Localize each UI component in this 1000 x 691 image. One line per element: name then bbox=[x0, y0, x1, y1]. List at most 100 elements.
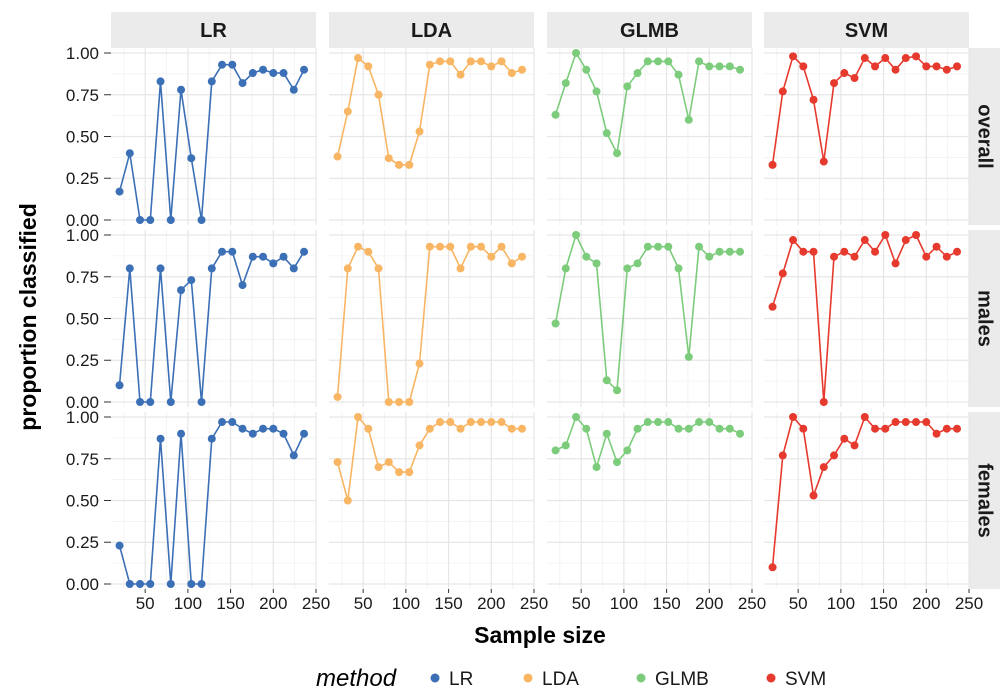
data-point-lr-males bbox=[125, 264, 134, 273]
data-point-lr-females bbox=[279, 429, 288, 438]
data-point-glmb-overall bbox=[684, 115, 693, 124]
data-point-lda-overall bbox=[425, 60, 434, 69]
data-point-lr-overall bbox=[146, 215, 155, 224]
data-point-lda-males bbox=[364, 247, 373, 256]
data-point-glmb-overall bbox=[715, 62, 724, 71]
data-point-lda-males bbox=[497, 242, 506, 251]
data-point-lr-females bbox=[187, 579, 196, 588]
data-point-lr-males bbox=[238, 281, 247, 290]
data-point-lr-males bbox=[115, 381, 124, 390]
data-point-lr-females bbox=[115, 541, 124, 550]
y-tick-label: 0.75 bbox=[66, 268, 99, 287]
data-point-lr-females bbox=[228, 418, 237, 427]
data-point-glmb-overall bbox=[572, 49, 581, 58]
data-point-glmb-females bbox=[602, 429, 611, 438]
legend-label-svm: SVM bbox=[785, 669, 826, 690]
data-point-glmb-females bbox=[715, 424, 724, 433]
data-point-lr-overall bbox=[136, 215, 145, 224]
strip-overall bbox=[969, 48, 1000, 225]
data-point-glmb-males bbox=[654, 242, 663, 251]
data-point-lr-overall bbox=[166, 215, 175, 224]
data-point-lr-overall bbox=[197, 215, 206, 224]
y-tick-label: 0.00 bbox=[66, 575, 99, 594]
data-point-lda-overall bbox=[518, 65, 527, 74]
data-point-glmb-females bbox=[654, 418, 663, 427]
data-point-lr-females bbox=[207, 434, 216, 443]
data-point-glmb-males bbox=[643, 242, 652, 251]
data-point-lr-overall bbox=[228, 60, 237, 69]
x-tick-label: 200 bbox=[477, 594, 505, 613]
data-point-lda-females bbox=[333, 458, 342, 467]
legend-label-glmb: GLMB bbox=[655, 669, 709, 690]
data-point-svm-overall bbox=[809, 95, 818, 104]
x-tick-label: 50 bbox=[572, 594, 591, 613]
data-point-lr-females bbox=[146, 579, 155, 588]
data-point-lda-males bbox=[333, 392, 342, 401]
strip-glmb bbox=[547, 12, 752, 48]
data-point-lda-females bbox=[477, 418, 486, 427]
data-point-lr-females bbox=[248, 429, 257, 438]
data-point-glmb-overall bbox=[623, 82, 632, 91]
data-point-svm-overall bbox=[778, 87, 787, 96]
data-point-svm-males bbox=[901, 236, 910, 245]
data-point-lr-overall bbox=[218, 60, 227, 69]
x-axis-title: Sample size bbox=[474, 622, 606, 648]
data-point-glmb-overall bbox=[592, 87, 601, 96]
data-point-lda-females bbox=[405, 468, 414, 477]
x-tick-label: 50 bbox=[136, 594, 155, 613]
data-point-lr-females bbox=[238, 424, 247, 433]
data-point-glmb-overall bbox=[633, 69, 642, 78]
series-line-lr-males bbox=[118, 250, 305, 403]
data-point-svm-females bbox=[850, 441, 859, 450]
data-point-glmb-overall bbox=[643, 57, 652, 66]
data-point-glmb-males bbox=[633, 259, 642, 268]
x-tick-label: 100 bbox=[392, 594, 420, 613]
data-point-lda-females bbox=[456, 424, 465, 433]
x-tick-label: 200 bbox=[259, 594, 287, 613]
data-point-glmb-males bbox=[684, 352, 693, 361]
data-point-lr-males bbox=[300, 247, 309, 256]
data-point-lda-males bbox=[425, 242, 434, 251]
data-point-lr-overall bbox=[187, 154, 196, 163]
strip-lda bbox=[329, 12, 534, 48]
data-point-glmb-overall bbox=[613, 149, 622, 158]
panel-lr-males bbox=[111, 230, 317, 407]
data-point-lr-males bbox=[228, 247, 237, 256]
y-tick-label: 0.50 bbox=[66, 492, 99, 511]
data-point-lda-females bbox=[415, 441, 424, 450]
data-point-lr-females bbox=[289, 451, 298, 460]
data-point-lda-overall bbox=[456, 70, 465, 79]
data-point-glmb-overall bbox=[582, 65, 591, 74]
data-point-svm-females bbox=[932, 429, 941, 438]
data-point-lr-females bbox=[125, 579, 134, 588]
data-point-glmb-females bbox=[705, 418, 714, 427]
y-tick-label: 1.00 bbox=[66, 408, 99, 427]
series-line-lr-females bbox=[118, 421, 305, 585]
data-point-lda-males bbox=[384, 397, 393, 406]
data-point-lda-females bbox=[354, 413, 363, 422]
data-point-glmb-males bbox=[725, 247, 734, 256]
strip-svm bbox=[764, 12, 969, 48]
data-point-lr-females bbox=[197, 579, 206, 588]
data-point-lr-males bbox=[177, 286, 186, 295]
data-point-lr-overall bbox=[115, 187, 124, 196]
data-point-lda-males bbox=[354, 242, 363, 251]
data-point-lda-females bbox=[446, 418, 455, 427]
data-point-svm-overall bbox=[912, 52, 921, 61]
data-point-glmb-males bbox=[592, 259, 601, 268]
data-point-lda-females bbox=[374, 463, 383, 472]
data-point-svm-males bbox=[932, 242, 941, 251]
x-tick-label: 50 bbox=[789, 594, 808, 613]
data-point-lda-males bbox=[436, 242, 445, 251]
data-point-svm-females bbox=[840, 434, 849, 443]
data-point-glmb-males bbox=[602, 376, 611, 385]
data-point-glmb-overall bbox=[664, 57, 673, 66]
data-point-glmb-overall bbox=[602, 129, 611, 138]
data-point-lda-males bbox=[456, 264, 465, 273]
series-line-lda-males bbox=[336, 245, 523, 403]
data-point-lda-overall bbox=[446, 57, 455, 66]
y-tick-label: 0.50 bbox=[66, 128, 99, 147]
data-point-lda-males bbox=[405, 397, 414, 406]
data-point-lda-overall bbox=[343, 107, 352, 116]
